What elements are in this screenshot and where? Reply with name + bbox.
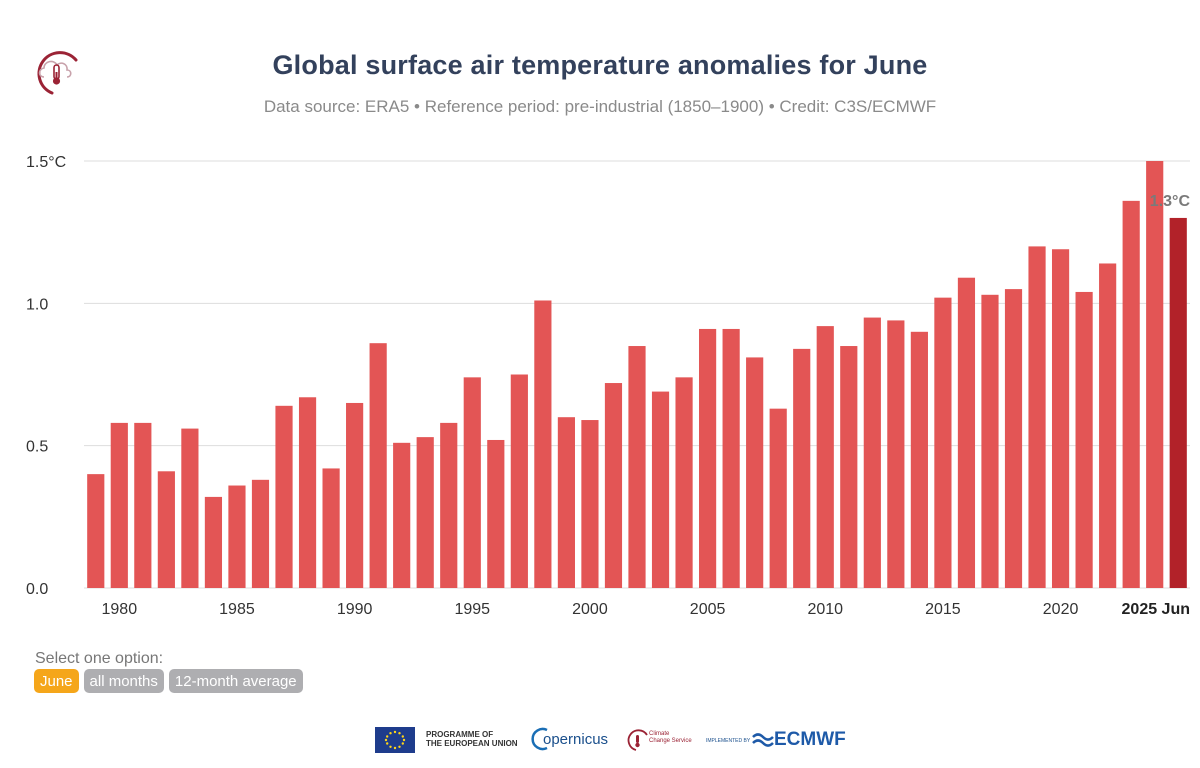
bar[interactable]	[510, 374, 528, 589]
y-tick-label: 1.0	[26, 296, 48, 313]
bar[interactable]	[1051, 249, 1070, 588]
y-tick-label: 1.5°C	[26, 154, 66, 171]
c3s-small-logo-icon	[627, 729, 648, 751]
option-12-month-average-button[interactable]: 12-month average	[168, 669, 303, 693]
y-tick-label: 0.5	[26, 439, 48, 456]
bar[interactable]	[298, 397, 317, 588]
bar[interactable]	[534, 300, 552, 588]
bar-highlight[interactable]	[1169, 217, 1187, 588]
bars	[87, 161, 1187, 588]
bar[interactable]	[110, 422, 128, 588]
chart-title: Global surface air temperature anomalies…	[272, 50, 928, 80]
x-tick-label: 1995	[454, 601, 490, 618]
bar[interactable]	[628, 346, 646, 588]
bar[interactable]	[604, 383, 623, 588]
eu-flag-icon	[375, 727, 415, 753]
x-tick-label: 1990	[337, 601, 373, 618]
cloud-thermometer-icon	[37, 51, 78, 95]
bar[interactable]	[416, 437, 434, 588]
bar[interactable]	[1028, 246, 1046, 588]
x-tick-label: 2005	[690, 601, 726, 618]
bar[interactable]	[251, 479, 270, 588]
data-labels: 1.3°C	[1150, 193, 1191, 210]
bar[interactable]	[1122, 200, 1140, 588]
eu-programme-text: PROGRAMME OF THE EUROPEAN UNION	[426, 730, 518, 748]
implemented-by-text: IMPLEMENTED BY	[706, 738, 751, 744]
bar[interactable]	[346, 402, 364, 588]
highlight-value-label: 1.3°C	[1150, 193, 1191, 210]
bar[interactable]	[369, 343, 387, 588]
bar[interactable]	[722, 328, 740, 588]
option-all-months-button[interactable]: all months	[83, 669, 164, 693]
bar[interactable]	[1075, 291, 1093, 588]
ccs-text-line-2: Change Service	[649, 738, 692, 744]
option-buttons: June all months 12-month average	[34, 669, 303, 693]
bar[interactable]	[793, 348, 811, 588]
bar[interactable]	[816, 326, 834, 588]
option-june-button[interactable]: June	[34, 669, 79, 693]
x-tick-label: 2000	[572, 601, 608, 618]
bar[interactable]	[322, 468, 340, 588]
bar[interactable]	[463, 377, 481, 588]
bar[interactable]	[910, 331, 928, 588]
bar[interactable]	[887, 320, 905, 588]
bar[interactable]	[981, 294, 999, 588]
ecmwf-wave-icon	[752, 733, 774, 747]
bar[interactable]	[181, 428, 199, 588]
bar[interactable]	[1146, 161, 1164, 588]
bar[interactable]	[1099, 263, 1117, 588]
x-tick-label: 2010	[807, 601, 843, 618]
ccs-text-line-1: Climate	[649, 731, 670, 737]
x-tick-label: 2025 Jun	[1122, 601, 1190, 618]
y-tick-label: 0.0	[26, 581, 48, 598]
bar[interactable]	[87, 474, 105, 588]
bar[interactable]	[840, 346, 858, 588]
bar[interactable]	[581, 420, 599, 588]
bar[interactable]	[134, 422, 152, 588]
bar[interactable]	[157, 471, 175, 588]
bar[interactable]	[1004, 289, 1023, 588]
bar[interactable]	[746, 357, 764, 588]
bar[interactable]	[275, 405, 293, 588]
chart-subtitle: Data source: ERA5 • Reference period: pr…	[263, 97, 937, 116]
bar[interactable]	[440, 422, 458, 588]
bar[interactable]	[699, 328, 717, 588]
x-axis-ticks: 1980 1985 1990 1995 2000 2005 2010 2015 2020 2025…	[102, 601, 1190, 618]
bar[interactable]	[204, 496, 223, 588]
bar[interactable]	[957, 277, 976, 588]
y-axis-ticks: 0.0 0.5 1.0 1.5°C	[26, 154, 66, 598]
ccs-text: Climate Change Service	[649, 731, 692, 745]
copernicus-swirl-icon	[531, 727, 548, 751]
bar[interactable]	[557, 417, 575, 588]
bar[interactable]	[769, 408, 787, 588]
x-tick-label: 1980	[102, 601, 138, 618]
select-option-label: Select one option:	[35, 650, 164, 667]
bar[interactable]	[934, 297, 952, 588]
x-tick-label: 2015	[925, 601, 961, 618]
bar[interactable]	[487, 439, 505, 588]
eu-text-line-1: PROGRAMME OF	[426, 730, 494, 739]
bar[interactable]	[651, 391, 670, 588]
bar[interactable]	[675, 377, 693, 588]
bar[interactable]	[863, 317, 881, 588]
bar[interactable]	[228, 485, 246, 588]
x-tick-label: 1985	[219, 601, 255, 618]
ecmwf-wordmark: ECMWF	[774, 729, 846, 750]
x-tick-label: 2020	[1043, 601, 1079, 618]
footer-logos: PROGRAMME OF THE EUROPEAN UNION opernicu…	[370, 718, 870, 762]
c3s-thermometer-logo	[30, 44, 84, 98]
bar[interactable]	[393, 442, 411, 588]
eu-text-line-2: THE EUROPEAN UNION	[426, 739, 518, 748]
bar-chart: 0.0 0.5 1.0 1.5°C 1980 1985 1990 1995 2000 2005 2…	[26, 154, 1191, 618]
copernicus-wordmark: opernicus	[543, 731, 609, 748]
